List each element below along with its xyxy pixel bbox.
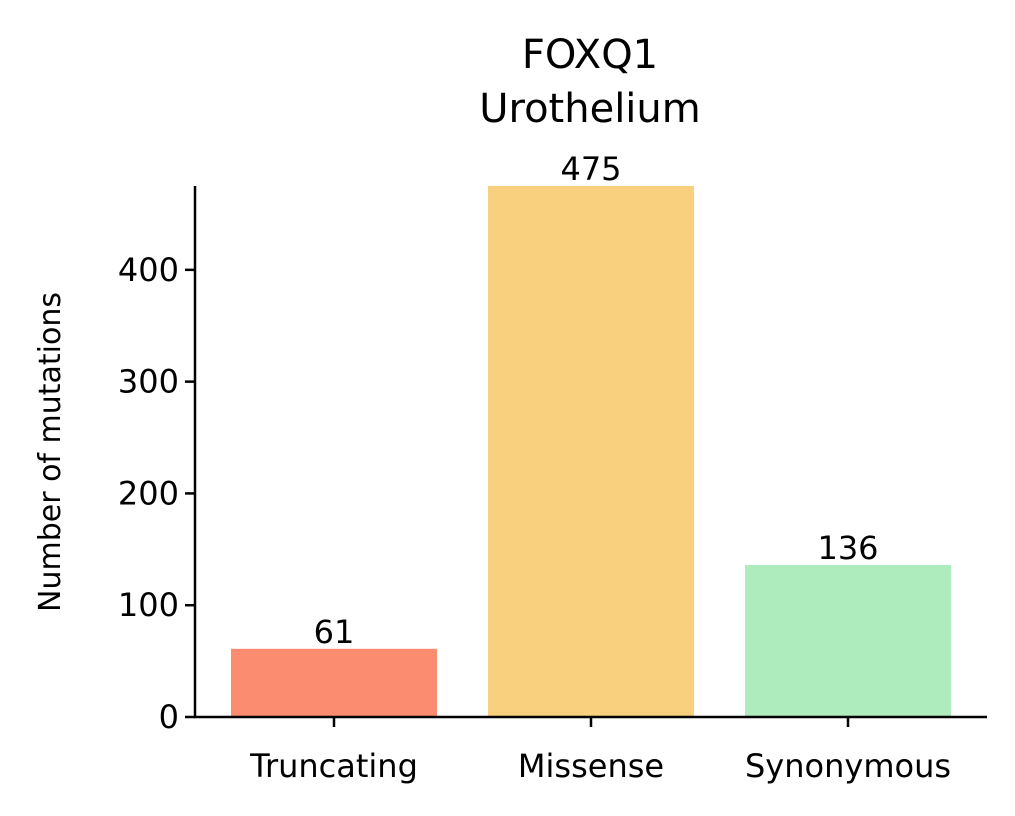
- bars-group: 61 475 136: [231, 150, 951, 717]
- y-tick-label-300: 300: [118, 363, 179, 401]
- y-tick-label-100: 100: [118, 586, 179, 624]
- y-tick-label-0: 0: [159, 698, 179, 736]
- data-label-truncating: 61: [314, 613, 355, 651]
- chart-title: FOXQ1: [522, 32, 658, 78]
- chart-subtitle: Urothelium: [479, 86, 701, 132]
- x-tick-label-missense: Missense: [518, 747, 664, 785]
- x-ticks-group: Truncating Missense Synonymous: [249, 717, 951, 785]
- x-tick-label-truncating: Truncating: [249, 747, 418, 785]
- bar-truncating: [231, 648, 437, 717]
- data-label-missense: 475: [560, 150, 621, 188]
- y-ticks-group: 0 100 200 300 400: [118, 251, 195, 736]
- x-tick-label-synonymous: Synonymous: [745, 747, 951, 785]
- y-tick-label-400: 400: [118, 251, 179, 289]
- y-axis-label: Number of mutations: [33, 292, 68, 612]
- data-label-synonymous: 136: [817, 529, 878, 567]
- y-tick-label-200: 200: [118, 474, 179, 512]
- bar-missense: [488, 186, 694, 717]
- bar-synonymous: [745, 564, 951, 717]
